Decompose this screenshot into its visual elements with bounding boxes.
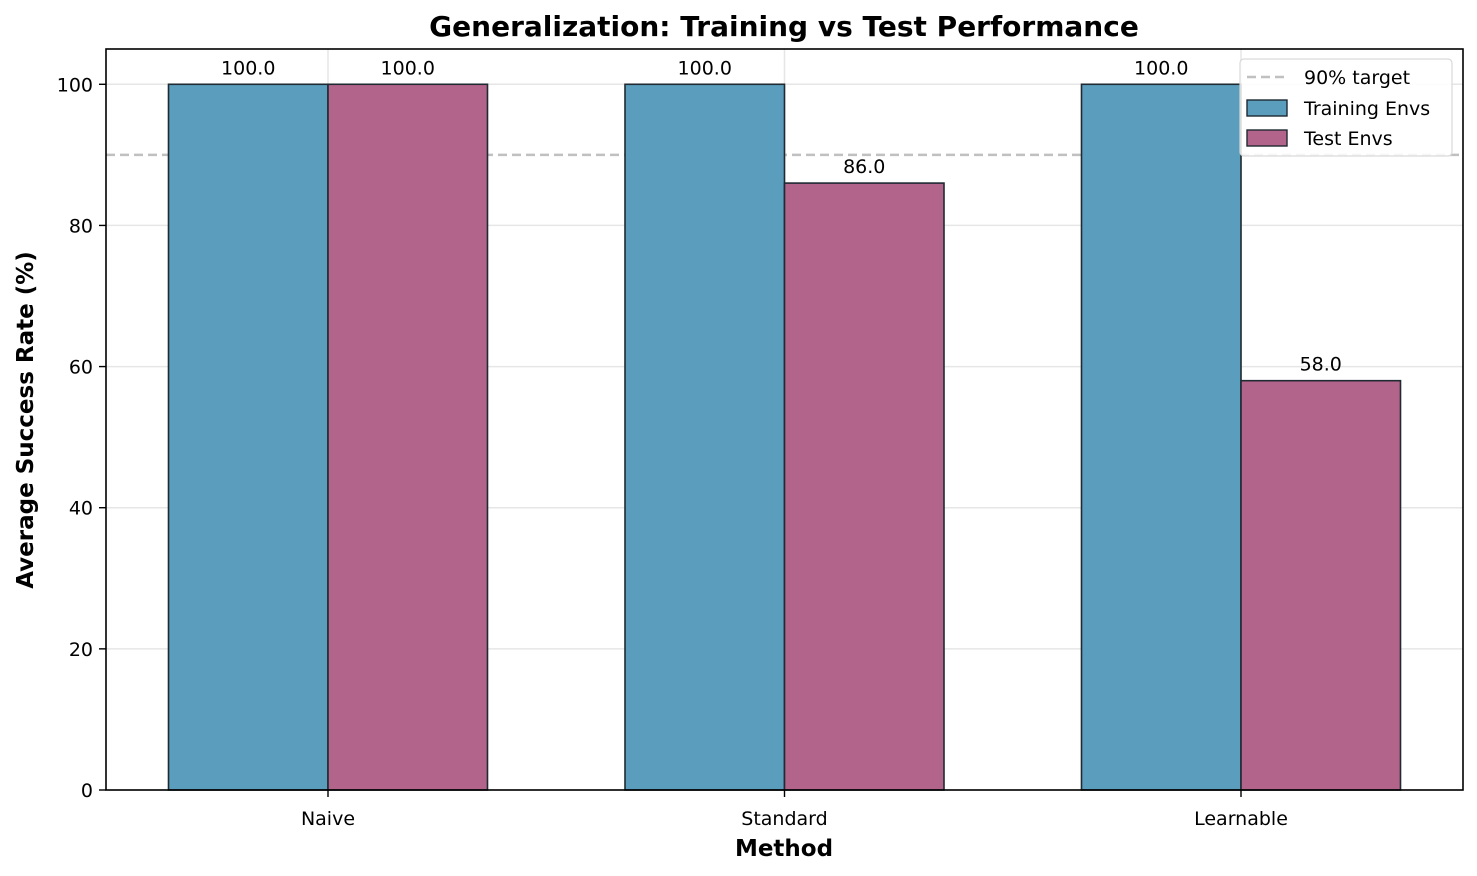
data-label: 86.0 (843, 156, 885, 178)
x-tick-label: Learnable (1194, 808, 1288, 830)
data-label: 58.0 (1300, 354, 1342, 376)
data-label: 100.0 (678, 57, 732, 79)
legend-label-training-envs: Training Envs (1303, 98, 1430, 120)
legend-label-test-envs: Test Envs (1303, 128, 1393, 150)
y-axis-label: Average Success Rate (%) (13, 251, 39, 589)
data-label: 100.0 (1134, 57, 1188, 79)
y-tick-label: 100 (57, 74, 93, 96)
legend-label-target: 90% target (1304, 67, 1410, 89)
y-tick-label: 60 (69, 357, 93, 379)
y-tick-label: 20 (69, 639, 93, 661)
x-tick-label: Standard (741, 808, 827, 830)
bar-test-envs-learnable (1240, 379, 1402, 791)
x-axis-label: Method (735, 836, 833, 862)
bar-training-envs-learnable (1080, 83, 1242, 791)
bar-test-envs-naive (327, 83, 489, 791)
data-label: 100.0 (381, 57, 435, 79)
legend-swatch-training-envs (1246, 99, 1288, 117)
x-tick-label: Naive (301, 808, 355, 830)
chart-title: Generalization: Training vs Test Perform… (429, 10, 1139, 43)
axes: 0 20 40 60 80 100 Naive Standard Learnable (57, 48, 1464, 830)
data-label: 100.0 (221, 57, 275, 79)
legend: 90% target Training Envs Test Envs (1239, 58, 1453, 157)
legend-box (1239, 58, 1453, 157)
bars (167, 83, 1402, 791)
y-tick-label: 40 (69, 498, 93, 520)
bar-test-envs-standard (783, 182, 945, 791)
legend-swatch-test-envs (1246, 129, 1288, 147)
y-tick-label: 80 (69, 215, 93, 237)
bar-training-envs-naive (167, 83, 329, 791)
bar-training-envs-standard (624, 83, 786, 791)
data-labels: 100.0 100.0 100.0 100.0 86.0 58.0 (221, 57, 1342, 375)
y-tick-label: 0 (81, 780, 93, 802)
